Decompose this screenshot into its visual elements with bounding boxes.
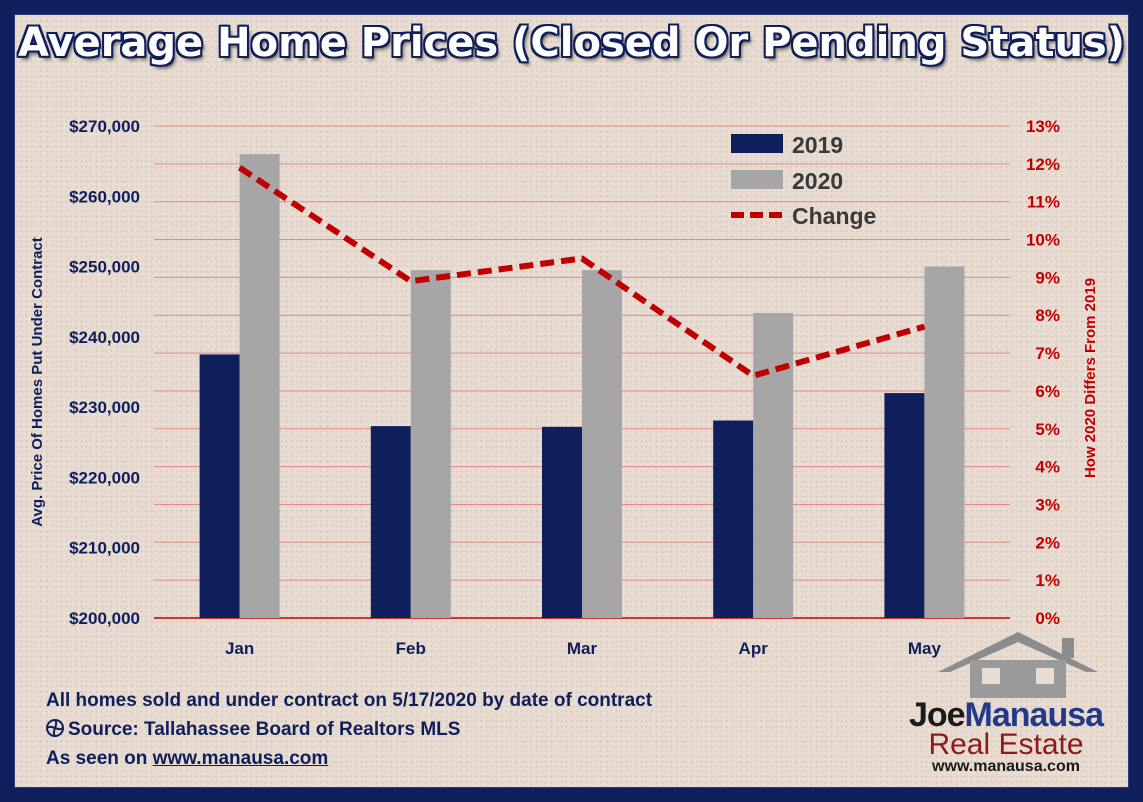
brand-name: JoeManausa (886, 698, 1126, 732)
change-point (581, 257, 583, 259)
bar-2019 (199, 354, 240, 618)
change-point (239, 167, 241, 169)
footnote-source-text: Source: Tallahassee Board of Realtors ML… (68, 719, 461, 740)
y2-tick-label: 13% (1026, 117, 1060, 136)
y-tick-label: $220,000 (69, 468, 140, 487)
bar-2020 (582, 270, 622, 618)
bar-2019 (713, 420, 754, 618)
y2-tick-label: 9% (1035, 268, 1060, 287)
change-point (752, 375, 754, 377)
bars (199, 154, 965, 618)
website-link[interactable]: www.manausa.com (152, 748, 329, 769)
y-tick-label: $240,000 (69, 328, 140, 347)
y2-tick-label: 2% (1035, 533, 1060, 552)
bar-2019 (370, 426, 411, 618)
bar-2020 (410, 270, 451, 618)
y2-tick-label: 4% (1035, 458, 1060, 477)
brand-first: Joe (908, 696, 966, 734)
y-tick-label: $270,000 (69, 117, 140, 136)
y-tick-label: $200,000 (69, 609, 140, 628)
house-icon (938, 632, 1098, 698)
brand-last: Manausa (964, 696, 1104, 734)
brand-url[interactable]: www.manausa.com (932, 758, 1080, 775)
y2-tick-label: 11% (1027, 193, 1060, 212)
y2-tick-label: 8% (1035, 306, 1060, 325)
x-tick-label: Mar (567, 639, 598, 658)
legend-label-change: Change (792, 203, 876, 229)
y2-tick-label: 7% (1035, 344, 1060, 363)
change-point (410, 280, 412, 282)
mls-icon (46, 715, 68, 744)
brand-logo: JoeManausa Real Estate www.manausa.com (886, 628, 1126, 778)
chart-title: Average Home Prices (Closed Or Pending S… (17, 20, 1126, 66)
change-point (923, 326, 925, 328)
change-line (237, 165, 926, 379)
y2-tick-label: 3% (1035, 495, 1060, 514)
bar-2019 (884, 393, 925, 618)
footnote-website-prefix: As seen on (46, 748, 153, 769)
y-axis-title: Avg. Price Of Homes Put Under Contract (29, 237, 46, 527)
footnote-website: As seen on www.manausa.com (46, 744, 652, 773)
x-tick-label: Jan (225, 639, 254, 658)
y2-tick-label: 0% (1035, 609, 1060, 628)
footnote-source: Source: Tallahassee Board of Realtors ML… (46, 715, 652, 744)
y2-tick-label: 6% (1035, 382, 1060, 401)
bar-2019 (542, 426, 582, 618)
y-tick-label: $210,000 (69, 539, 140, 558)
legend-label-2020: 2020 (792, 168, 843, 194)
brand-subtitle: Real Estate (928, 728, 1084, 761)
y2-tick-label: 12% (1026, 155, 1060, 174)
bar-2020 (924, 266, 965, 618)
y-tick-label: $250,000 (69, 258, 140, 277)
axis-ticks: $200,000 $210,000 $220,000 $230,000 $240,000… (69, 117, 1060, 658)
y-tick-label: $260,000 (69, 187, 140, 206)
legend: 2019 2020 Change (731, 132, 876, 229)
x-tick-label: Apr (739, 639, 769, 658)
x-tick-label: Feb (396, 639, 426, 658)
bar-2020 (753, 312, 794, 618)
y-tick-label: $230,000 (69, 398, 140, 417)
y2-tick-label: 1% (1035, 571, 1060, 590)
y2-tick-label: 10% (1026, 231, 1060, 250)
y2-tick-label: 5% (1035, 420, 1060, 439)
bar-2020 (239, 154, 280, 618)
legend-swatch-2019 (731, 134, 783, 153)
x-tick-label: May (908, 639, 942, 658)
legend-swatch-2020 (731, 170, 783, 189)
legend-label-2019: 2019 (792, 132, 843, 158)
y2-axis-title: How 2020 Differs From 2019 (1082, 278, 1099, 478)
footnote-date: All homes sold and under contract on 5/1… (46, 690, 653, 711)
footnotes: All homes sold and under contract on 5/1… (46, 686, 652, 773)
